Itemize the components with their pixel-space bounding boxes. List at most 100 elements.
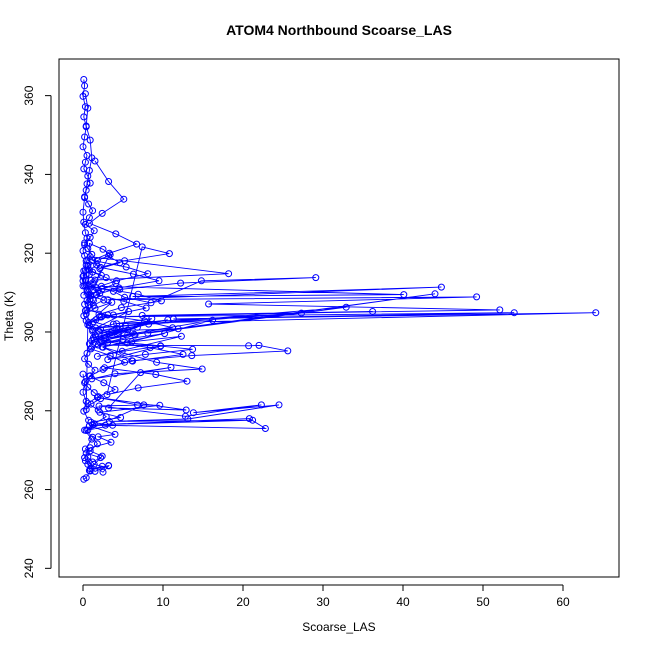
data-point (140, 401, 148, 409)
data-point (94, 393, 102, 401)
data-point (148, 315, 156, 323)
data-point (81, 220, 89, 228)
data-point (85, 360, 93, 368)
data-point (124, 330, 132, 338)
data-point (107, 438, 115, 446)
data-point (134, 384, 142, 392)
y-axis-label: Theta (K) (2, 291, 16, 341)
data-point (80, 291, 88, 299)
data-point (245, 342, 253, 350)
y-tick-label: 320 (22, 243, 36, 263)
data-point (400, 291, 408, 299)
data-point (167, 363, 175, 371)
data-point (83, 286, 91, 294)
data-point (155, 277, 163, 285)
data-point (138, 311, 146, 319)
data-point (86, 467, 94, 475)
x-axis-label: Scoarse_LAS (302, 620, 375, 634)
data-point (113, 277, 121, 285)
data-point (100, 296, 108, 304)
data-point (197, 277, 205, 285)
data-point (198, 365, 206, 373)
data-point (157, 342, 165, 350)
data-point (95, 402, 103, 410)
data-point (84, 460, 92, 468)
data-point (106, 352, 114, 360)
data-point (134, 290, 142, 298)
data-point (89, 280, 97, 288)
data-point (437, 283, 445, 291)
data-point (122, 263, 130, 271)
data-point (82, 310, 90, 318)
data-point (105, 178, 113, 185)
data-point (133, 240, 141, 248)
y-axis: 240 260 280 300 320 340 360 (22, 85, 52, 578)
data-point (225, 270, 233, 278)
data-point (257, 401, 265, 409)
data-point (99, 365, 107, 373)
data-point (205, 300, 213, 308)
data-point (109, 287, 117, 295)
data-point (87, 345, 95, 353)
data-point (80, 407, 88, 415)
data-point (80, 113, 88, 121)
data-point (81, 445, 89, 453)
data-point (109, 311, 117, 319)
data-point (101, 332, 109, 339)
data-point (510, 309, 518, 317)
data-point (164, 316, 172, 324)
data-point (177, 332, 185, 340)
data-point (85, 219, 93, 227)
data-point (85, 271, 93, 278)
data-point (89, 421, 97, 429)
data-point (120, 297, 128, 305)
data-point (121, 322, 129, 330)
data-point (153, 358, 161, 366)
data-point (79, 272, 87, 280)
y-tick-label: 260 (22, 479, 36, 499)
data-point (312, 274, 320, 282)
data-point (93, 440, 101, 448)
data-point (255, 341, 263, 349)
data-point (118, 347, 126, 355)
series-3 (80, 157, 191, 483)
data-point (105, 249, 113, 257)
data-point (90, 420, 98, 428)
data-point (108, 298, 116, 306)
data-point (104, 338, 112, 346)
data-point (82, 427, 90, 434)
plot-frame (58, 58, 620, 578)
data-point (81, 454, 89, 462)
x-tick-label: 20 (236, 595, 250, 609)
data-point (91, 157, 99, 165)
data-point (297, 309, 305, 317)
data-point (81, 355, 89, 363)
data-point (82, 123, 90, 131)
y-tick-label: 360 (22, 85, 36, 105)
data-point (183, 377, 191, 385)
data-point (82, 261, 90, 269)
data-point (79, 92, 87, 100)
data-point (189, 345, 197, 353)
data-point (261, 425, 269, 432)
data-point (84, 399, 92, 407)
data-point (86, 136, 94, 144)
data-point (89, 318, 97, 326)
data-point (84, 172, 92, 180)
data-point (284, 347, 292, 355)
data-point (81, 239, 89, 247)
data-point (92, 284, 100, 291)
data-point (275, 401, 283, 409)
data-point (179, 350, 187, 358)
data-point (79, 282, 87, 290)
data-point (86, 179, 94, 187)
data-point (80, 475, 88, 483)
data-point (113, 324, 121, 332)
data-point (142, 304, 150, 312)
data-point (99, 468, 107, 476)
data-point (89, 256, 97, 264)
x-tick-label: 50 (476, 595, 490, 609)
data-point (81, 379, 89, 387)
data-point (94, 406, 102, 414)
